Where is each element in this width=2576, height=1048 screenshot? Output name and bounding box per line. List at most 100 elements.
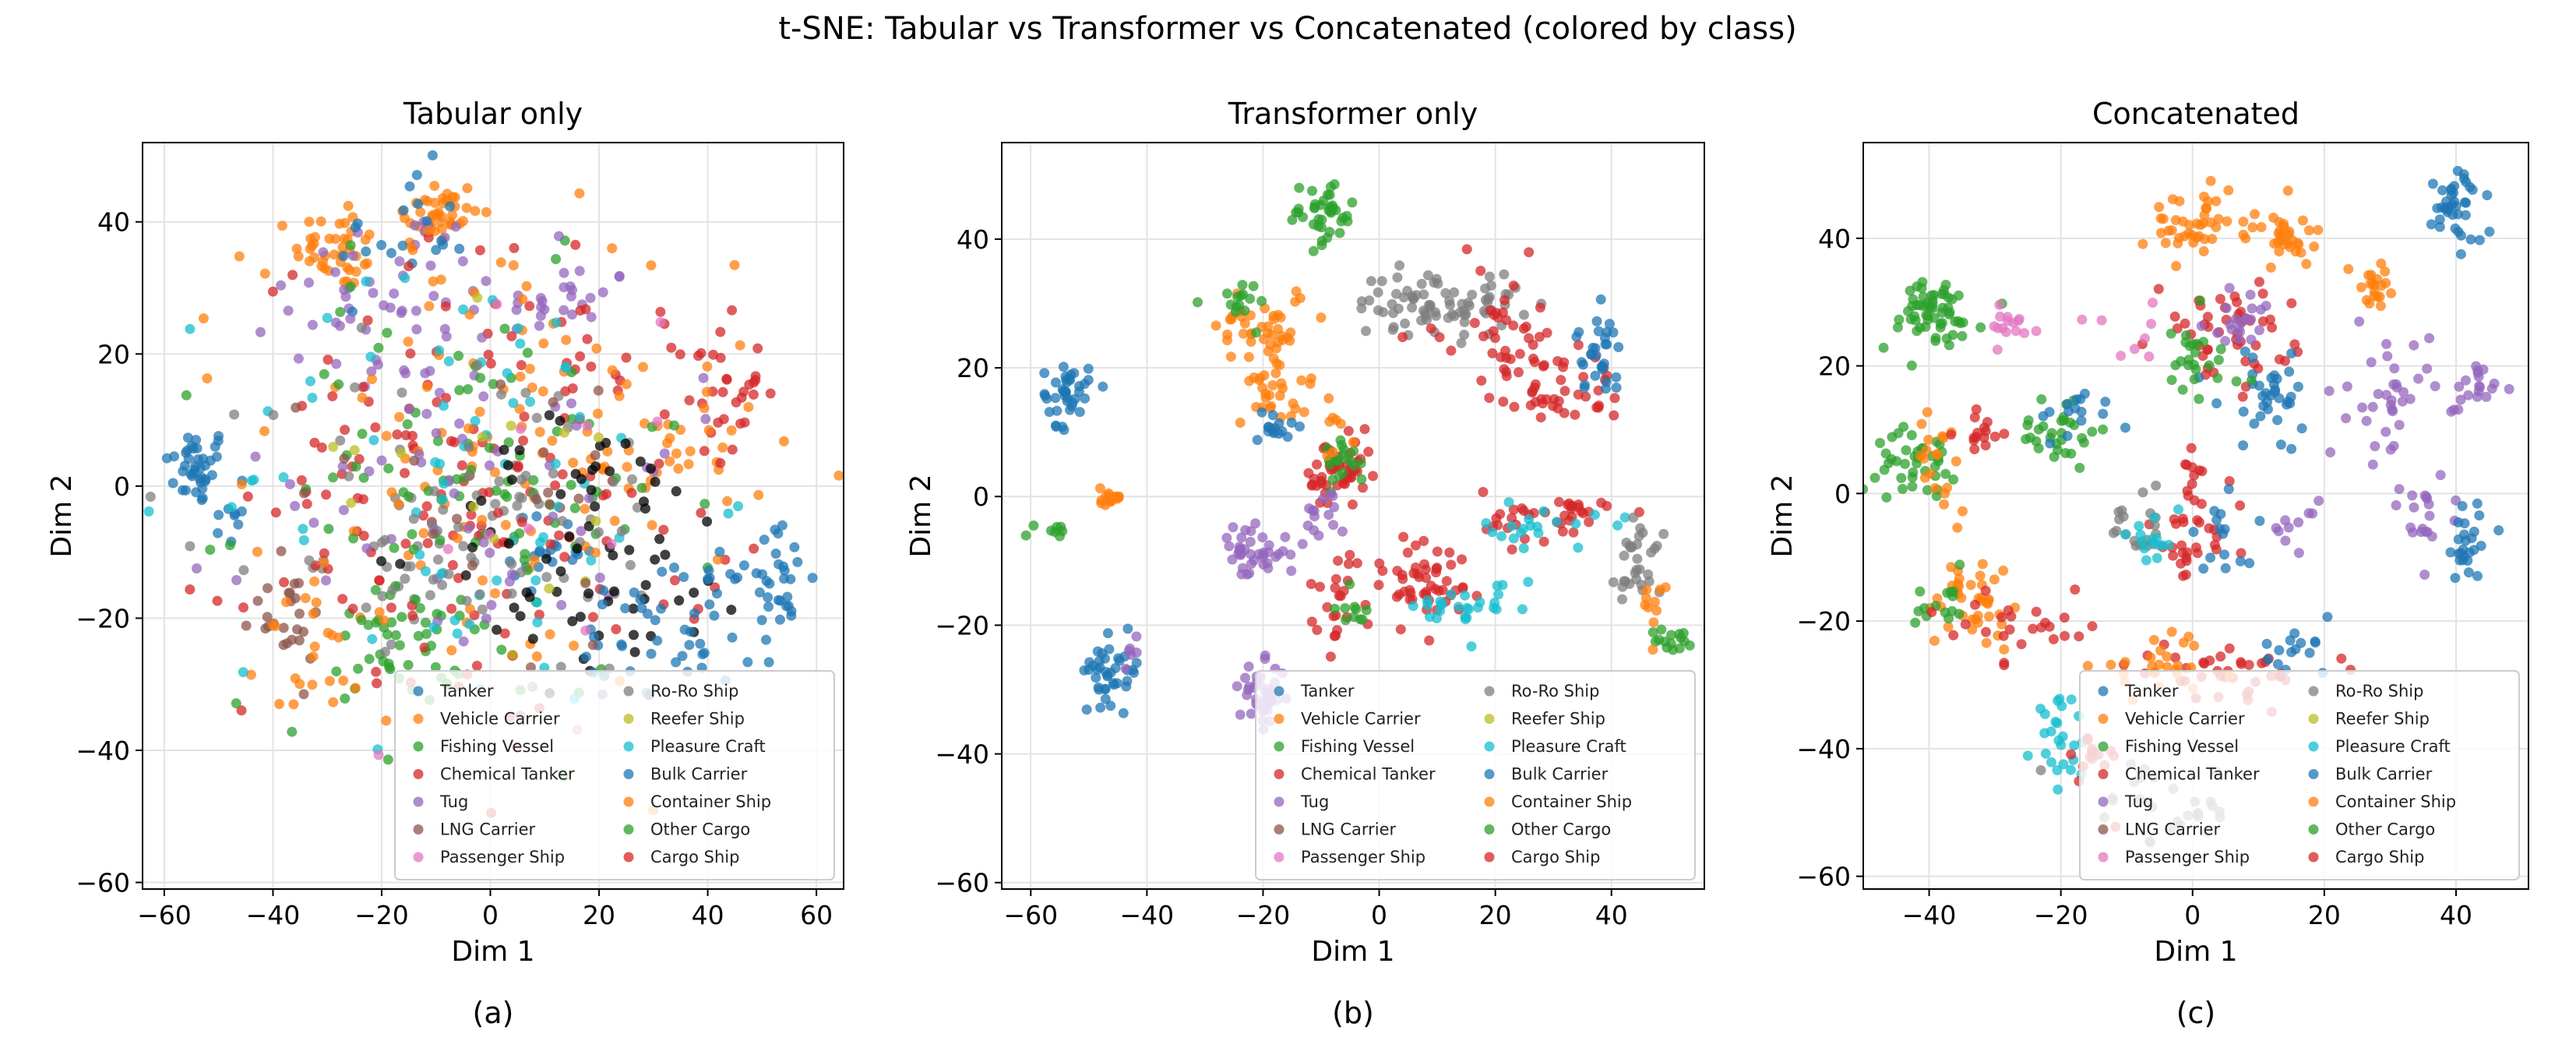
- scatter-point: [496, 644, 507, 655]
- scatter-point: [1094, 655, 1105, 666]
- scatter-point: [403, 660, 414, 670]
- scatter-point: [2476, 541, 2486, 551]
- scatter-point: [1299, 407, 1309, 418]
- scatter-point: [548, 511, 559, 522]
- scatter-point: [2082, 661, 2093, 672]
- scatter-point: [1243, 662, 1254, 672]
- scatter-point: [400, 430, 411, 440]
- scatter-point: [1935, 319, 1946, 330]
- scatter-point: [2070, 584, 2081, 595]
- scatter-point: [2134, 520, 2144, 531]
- scatter-point: [1329, 179, 1340, 189]
- scatter-point: [421, 382, 432, 392]
- scatter-point: [206, 470, 217, 481]
- scatter-point: [2022, 750, 2033, 761]
- scatter-point: [1498, 397, 1509, 407]
- scatter-point: [394, 411, 404, 422]
- scatter-point: [461, 595, 472, 606]
- scatter-point: [421, 501, 432, 512]
- scatter-point: [1222, 329, 1233, 340]
- scatter-point: [1461, 244, 1472, 255]
- scatter-point: [493, 507, 503, 518]
- scatter-point: [405, 348, 416, 359]
- legend-marker: [1484, 741, 1495, 752]
- scatter-point: [1394, 260, 1405, 271]
- scatter-point: [420, 617, 431, 628]
- scatter-point: [322, 312, 333, 323]
- scatter-point: [2162, 662, 2173, 672]
- scatter-point: [1337, 468, 1348, 478]
- scatter-point: [309, 641, 320, 652]
- scatter-point: [2116, 351, 2127, 362]
- scatter-point: [2170, 360, 2181, 371]
- scatter-point: [2247, 375, 2257, 386]
- scatter-point: [495, 379, 506, 390]
- scatter-point: [1246, 337, 1256, 347]
- scatter-point: [1373, 580, 1384, 591]
- scatter-point: [1611, 383, 1622, 393]
- scatter-point: [1926, 607, 1937, 617]
- scatter-point: [2272, 658, 2283, 669]
- scatter-point: [316, 442, 327, 453]
- scatter-point: [368, 288, 379, 298]
- scatter-point: [756, 615, 767, 626]
- scatter-point: [2087, 621, 2098, 632]
- scatter-point: [1497, 580, 1508, 591]
- scatter-point: [2035, 765, 2046, 775]
- scatter-point: [845, 322, 855, 332]
- scatter-point: [429, 181, 440, 191]
- scatter-point: [2424, 510, 2435, 521]
- scatter-point: [1942, 482, 1953, 493]
- scatter-point: [2199, 191, 2209, 202]
- scatter-point: [751, 568, 762, 579]
- scatter-point: [2265, 314, 2275, 325]
- scatter-point: [392, 429, 403, 440]
- scatter-point: [1995, 311, 2006, 322]
- scatter-point: [543, 487, 554, 498]
- panel-caption: (c): [2176, 996, 2216, 1030]
- scatter-point: [1518, 309, 1529, 320]
- scatter-point: [1932, 449, 1943, 460]
- scatter-point: [1091, 672, 1101, 683]
- legend-label: Fishing Vessel: [440, 737, 554, 756]
- scatter-point: [481, 276, 492, 287]
- scatter-point: [2062, 431, 2073, 441]
- scatter-point: [1613, 342, 1624, 352]
- scatter-point: [506, 559, 517, 570]
- scatter-point: [2482, 190, 2493, 200]
- scatter-point: [608, 550, 618, 561]
- scatter-point: [1270, 368, 1281, 379]
- scatter-point: [514, 404, 525, 415]
- scatter-point: [624, 545, 635, 556]
- legend-marker: [1274, 852, 1284, 863]
- scatter-point: [1625, 542, 1636, 553]
- scatter-point: [2343, 263, 2354, 274]
- scatter-point: [2154, 202, 2165, 213]
- scatter-point: [594, 572, 605, 583]
- scatter-point: [1431, 613, 1442, 623]
- scatter-point: [1307, 185, 1317, 196]
- scatter-point: [2189, 359, 2199, 370]
- scatter-point: [1243, 351, 1254, 362]
- scatter-point: [2267, 322, 2278, 333]
- scatter-point: [1999, 644, 2010, 655]
- scatter-point: [308, 252, 319, 263]
- scatter-point: [1573, 542, 1584, 553]
- scatter-point: [477, 575, 488, 586]
- scatter-point: [503, 538, 514, 549]
- scatter-point: [462, 183, 473, 193]
- scatter-point: [2181, 460, 2192, 471]
- scatter-point: [2204, 360, 2215, 371]
- scatter-point: [241, 620, 252, 631]
- scatter-point: [1323, 393, 1334, 404]
- scatter-point: [560, 362, 571, 372]
- scatter-point: [1584, 517, 1595, 528]
- scatter-point: [715, 352, 726, 363]
- scatter-point: [573, 493, 584, 504]
- scatter-point: [570, 239, 581, 250]
- scatter-point: [1931, 491, 1942, 502]
- legend-label: Reefer Ship: [2335, 710, 2430, 729]
- scatter-point: [669, 563, 679, 573]
- scatter-point: [576, 526, 587, 536]
- scatter-point: [1475, 597, 1485, 608]
